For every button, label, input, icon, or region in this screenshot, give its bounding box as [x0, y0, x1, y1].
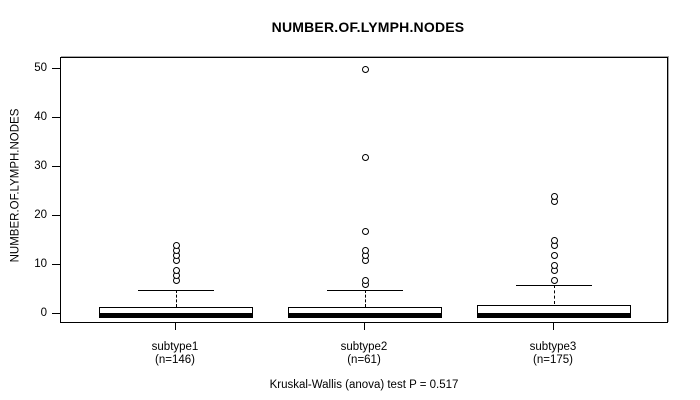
y-axis-label: NUMBER.OF.LYMPH.NODES — [9, 108, 22, 263]
y-tick — [52, 214, 60, 216]
x-tick-sublabel: (n=61) — [347, 354, 381, 366]
outlier-point — [361, 276, 369, 284]
whisker-dashed-line — [175, 289, 177, 307]
x-tick-sublabel: (n=146) — [155, 354, 195, 366]
y-tick — [52, 67, 60, 69]
outlier-point — [172, 266, 180, 274]
whisker-cap — [327, 289, 403, 291]
y-tick-label: 30 — [34, 160, 47, 173]
outlier-point — [550, 276, 558, 284]
x-tick-label: subtype1 — [151, 341, 199, 353]
outlier-point — [361, 247, 369, 255]
outlier-point — [550, 237, 558, 245]
x-tick — [552, 323, 554, 330]
outlier-point — [550, 261, 558, 269]
median-line — [99, 313, 253, 319]
x-tick-sublabel: (n=175) — [533, 354, 573, 366]
x-tick-label: subtype2 — [340, 341, 388, 353]
y-tick — [52, 263, 60, 265]
y-tick-label: 40 — [34, 111, 47, 124]
y-tick-label: 50 — [34, 62, 47, 75]
outlier-point — [550, 193, 558, 201]
whisker-dashed-line — [553, 284, 555, 305]
whisker-dashed-line — [364, 289, 366, 307]
stat-test-caption: Kruskal-Wallis (anova) test P = 0.517 — [269, 379, 459, 391]
median-line — [477, 313, 631, 319]
plot-area — [60, 57, 668, 323]
x-tick-label: subtype3 — [529, 341, 577, 353]
y-tick-label: 10 — [34, 258, 47, 271]
x-tick-label-block: subtype2 (n=61) — [284, 341, 444, 367]
outlier-point — [361, 65, 369, 73]
median-line — [288, 313, 442, 319]
outlier-point — [550, 252, 558, 259]
outlier-point — [172, 242, 180, 250]
x-tick — [363, 323, 365, 330]
x-tick-label-block: subtype1 (n=146) — [95, 341, 255, 367]
y-tick — [52, 312, 60, 314]
y-tick-label: 20 — [34, 209, 47, 222]
x-tick — [174, 323, 176, 330]
outlier-point — [361, 154, 369, 161]
y-tick — [52, 116, 60, 118]
x-tick-label-block: subtype3 (n=175) — [473, 341, 633, 367]
chart-title: NUMBER.OF.LYMPH.NODES — [271, 19, 465, 35]
y-tick — [52, 165, 60, 167]
outlier-point — [361, 227, 369, 235]
y-tick-label: 0 — [40, 307, 47, 320]
whisker-cap — [516, 284, 592, 286]
whisker-cap — [138, 289, 214, 291]
